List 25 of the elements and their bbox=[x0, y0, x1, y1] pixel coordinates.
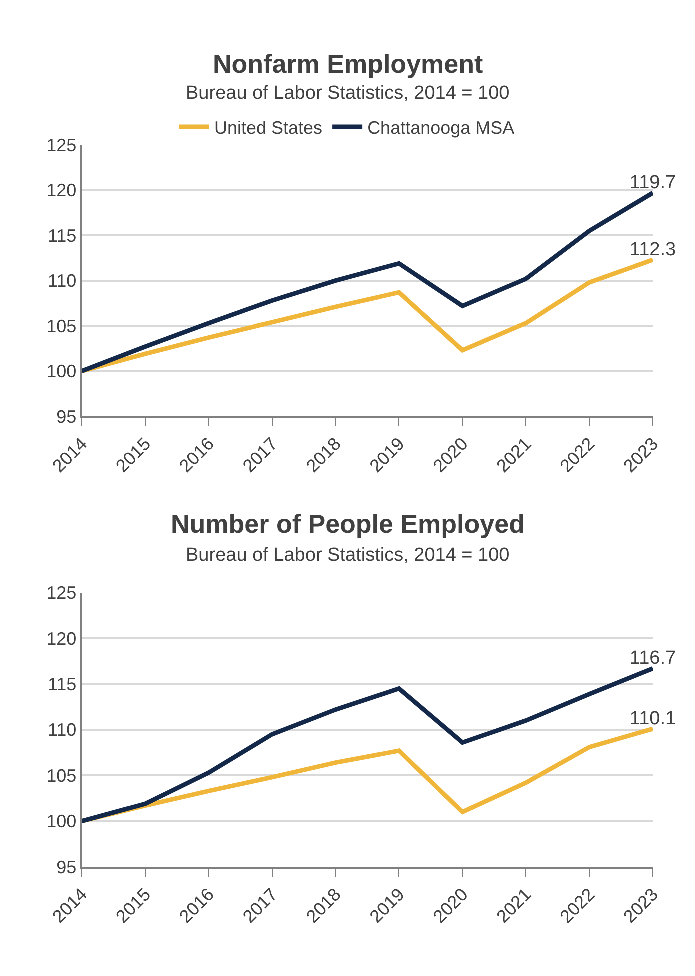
data-label: 116.7 bbox=[630, 648, 676, 669]
y-tick-label: 120 bbox=[46, 628, 77, 649]
data-label: 119.7 bbox=[630, 172, 676, 194]
chart-subtitle: Bureau of Labor Statistics, 2014 = 100 bbox=[186, 83, 510, 104]
legend-label: Chattanooga MSA bbox=[368, 118, 515, 138]
chart-title: Number of People Employed bbox=[171, 509, 525, 539]
y-tick-label: 110 bbox=[48, 271, 77, 292]
chart-title: Nonfarm Employment bbox=[213, 49, 484, 79]
data-label: 112.3 bbox=[630, 239, 676, 260]
y-tick-label: 105 bbox=[46, 766, 77, 786]
line-series bbox=[82, 258, 653, 374]
y-tick-label: 115 bbox=[48, 674, 77, 695]
y-tick-label: 105 bbox=[46, 316, 77, 336]
y-tick-label: 100 bbox=[46, 362, 77, 382]
chart-subtitle: Bureau of Labor Statistics, 2014 = 100 bbox=[186, 545, 510, 566]
y-tick-label: 125 bbox=[46, 583, 77, 604]
y-tick-label: 120 bbox=[46, 180, 77, 201]
y-tick-label: 95 bbox=[56, 857, 77, 878]
legend-label: United States bbox=[214, 118, 323, 138]
y-tick-label: 100 bbox=[46, 812, 77, 832]
y-tick-label: 95 bbox=[56, 406, 77, 427]
y-tick-label: 115 bbox=[48, 226, 77, 246]
y-tick-label: 125 bbox=[46, 135, 77, 156]
y-tick-label: 110 bbox=[48, 720, 77, 740]
data-label: 110.1 bbox=[630, 708, 676, 730]
